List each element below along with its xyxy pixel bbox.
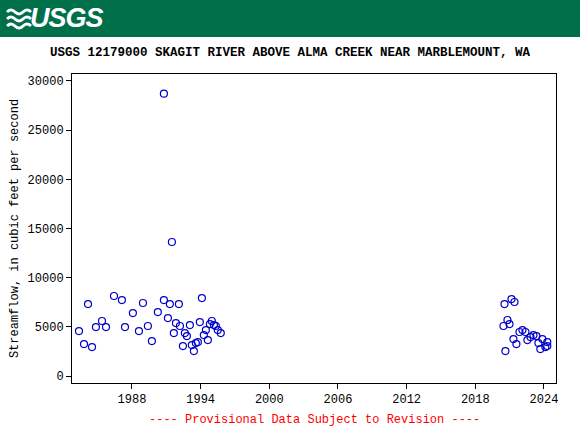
svg-text:2000: 2000 [255,393,284,407]
html-text:USGS: USGS [30,3,103,33]
svg-text:1988: 1988 [118,393,147,407]
svg-text:2012: 2012 [392,393,421,407]
svg-text:15000: 15000 [28,223,64,237]
svg-text:5000: 5000 [35,321,64,335]
svg-text:2006: 2006 [324,393,353,407]
svg-text:USGS 12179000 SKAGIT RIVER ABO: USGS 12179000 SKAGIT RIVER ABOVE ALMA CR… [50,46,531,60]
svg-text:25000: 25000 [28,124,64,138]
svg-text:Streamflow, in cubic feet per: Streamflow, in cubic feet per second [8,99,22,358]
svg-text:0: 0 [56,370,63,384]
svg-text:10000: 10000 [28,272,64,286]
svg-text:2024: 2024 [530,393,559,407]
svg-text:20000: 20000 [28,174,64,188]
svg-text:1994: 1994 [186,393,215,407]
svg-text:2018: 2018 [461,393,490,407]
svg-text:---- Provisional Data Subject: ---- Provisional Data Subject to Revisio… [149,413,480,427]
svg-text:30000: 30000 [28,75,64,89]
